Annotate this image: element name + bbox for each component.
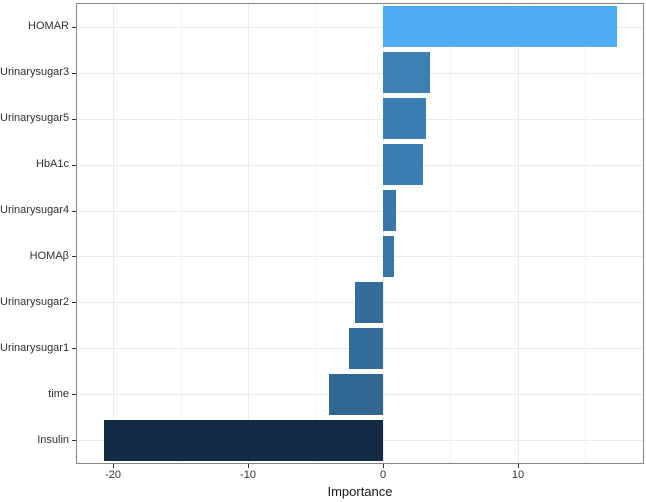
y-axis-tick <box>72 165 76 166</box>
gridline-major-horizontal <box>77 119 643 120</box>
bar-Urinarysugar3 <box>382 52 430 93</box>
y-axis-label: time <box>48 388 69 400</box>
x-axis-tick-label: 10 <box>511 469 525 481</box>
y-axis-label: Urinarysugar5 <box>0 112 70 124</box>
y-axis-tick <box>72 256 76 257</box>
x-axis-tick-label: -20 <box>105 469 121 481</box>
gridline-major-vertical <box>517 4 519 463</box>
bar-Insulin <box>103 420 383 461</box>
plot-panel <box>76 3 644 464</box>
gridline-major-vertical <box>113 4 115 463</box>
bar-time <box>329 374 383 415</box>
x-axis-title: Importance <box>327 484 393 499</box>
bar-Urinarysugar5 <box>382 98 426 139</box>
x-axis-tick <box>518 464 519 468</box>
y-axis-label: HbA1c <box>35 158 69 170</box>
gridline-major-horizontal <box>77 165 643 166</box>
x-axis-tick-label: 0 <box>379 469 387 481</box>
gridline-major-vertical <box>382 4 384 463</box>
y-axis-tick <box>72 440 76 441</box>
y-axis-label: Urinarysugar4 <box>0 204 70 216</box>
y-axis-label: Urinarysugar2 <box>0 296 70 308</box>
gridline-major-horizontal <box>77 211 643 212</box>
y-axis-tick <box>72 348 76 349</box>
y-axis-tick <box>72 211 76 212</box>
x-axis-tick <box>248 464 249 468</box>
gridline-minor-vertical <box>180 4 182 463</box>
gridline-minor-vertical <box>450 4 452 463</box>
y-axis-label: Urinarysugar3 <box>0 66 70 78</box>
gridline-minor-vertical <box>315 4 317 463</box>
y-axis-tick <box>72 119 76 120</box>
y-axis-tick <box>72 27 76 28</box>
gridline-major-vertical <box>248 4 250 463</box>
x-axis-tick-label: -10 <box>240 469 256 481</box>
y-axis-label: Urinarysugar1 <box>0 342 70 354</box>
y-axis-label: HOMAβ <box>29 250 69 262</box>
y-axis-tick <box>72 73 76 74</box>
x-axis-tick <box>383 464 384 468</box>
gridline-minor-vertical <box>585 4 587 463</box>
bar-Urinarysugar1 <box>349 328 384 369</box>
bar-Urinarysugar2 <box>354 282 383 323</box>
gridline-major-horizontal <box>77 256 643 257</box>
bar-HOMAβ <box>382 236 394 277</box>
bar-HOMAR <box>382 6 617 47</box>
x-axis-tick <box>113 464 114 468</box>
y-axis-tick <box>72 302 76 303</box>
bar-HbA1c <box>382 144 423 185</box>
gridline-major-horizontal <box>77 73 643 74</box>
y-axis-tick <box>72 394 76 395</box>
bar-Urinarysugar4 <box>382 190 396 231</box>
y-axis-label: HOMAR <box>28 20 69 32</box>
gridline-major-horizontal <box>77 27 643 28</box>
y-axis-label: Insulin <box>37 434 69 446</box>
